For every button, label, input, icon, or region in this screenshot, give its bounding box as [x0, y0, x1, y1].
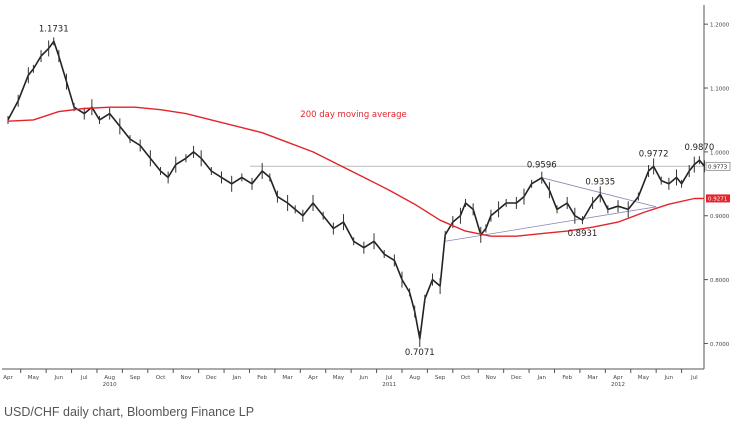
y-tick-label: 1.0000: [710, 150, 730, 156]
x-tick-label: Sep: [435, 375, 446, 381]
x-tick-label: Apr: [3, 375, 13, 381]
moving-average-label: 200 day moving average: [300, 110, 406, 120]
price-tag-last-label: 0.9773: [708, 165, 728, 171]
usdchf-daily-chart: 0.7000 0.8000 0.9000 1.0000 1.1000 1.2000 Apr M…: [2, 5, 731, 388]
y-tick-label: 0.7000: [710, 342, 730, 348]
y-tick-label: 1.1000: [710, 87, 730, 93]
x-tick-label: Aug: [409, 375, 420, 381]
x-tick-label: Nov: [181, 375, 192, 381]
price-annotation: 0.8931: [568, 229, 598, 239]
price-tag-last: [705, 161, 731, 171]
x-tick-label: Dec: [206, 375, 217, 381]
x-tick-label: Jul: [385, 375, 393, 381]
x-tick-label: Jul: [690, 375, 698, 381]
price-tag-ma: [706, 194, 730, 203]
x-tick-label: Nov: [486, 375, 497, 381]
x-tick-label: Feb: [257, 375, 267, 381]
year-label: 2011: [382, 382, 396, 388]
chart-overlays: [250, 165, 704, 242]
x-tick-label: Feb: [562, 375, 572, 381]
year-label: 2010: [103, 382, 117, 388]
price-tag-ma-label: 0.9271: [708, 197, 727, 203]
price-annotation: 0.9596: [527, 161, 557, 171]
chart-series: [7, 37, 706, 347]
x-tick-label: Mar: [282, 375, 293, 381]
x-tick-label: Apr: [308, 375, 318, 381]
x-tick-label: Oct: [461, 375, 471, 381]
price-annotation: 0.9870: [684, 143, 714, 153]
price-annotation: 0.9335: [585, 177, 615, 187]
y-tick-label: 0.9000: [710, 214, 730, 220]
price-annotation: 0.9772: [639, 149, 669, 159]
x-tick-label: Jul: [80, 375, 88, 381]
x-tick-label: Mar: [587, 375, 598, 381]
chart-axes: 0.7000 0.8000 0.9000 1.0000 1.1000 1.2000 Apr M…: [2, 5, 730, 388]
chart-annotations: 0.9773 0.9271 1.1731 0.7071 0.9596 0.9335 0.89…: [39, 24, 731, 358]
y-tick-label: 1.2000: [710, 23, 730, 29]
x-tick-label: Jun: [359, 375, 369, 381]
x-tick-label: Jan: [232, 375, 242, 381]
moving-average-line: [7, 106, 705, 237]
x-tick-label: Dec: [511, 375, 522, 381]
x-tick-label: Oct: [156, 375, 166, 381]
price-series-line: [7, 40, 706, 340]
x-tick-label: May: [28, 375, 40, 381]
year-label: 2012: [611, 382, 625, 388]
trend-line: [541, 177, 657, 208]
x-tick-label: Jan: [537, 375, 547, 381]
x-tick-label: May: [333, 375, 345, 381]
x-tick-label: Jun: [664, 375, 674, 381]
y-tick-label: 0.8000: [710, 278, 730, 284]
x-tick-label: Sep: [130, 375, 141, 381]
x-tick-label: Jun: [54, 375, 64, 381]
price-annotation: 0.7071: [405, 348, 435, 358]
x-tick-label: Aug: [104, 375, 115, 381]
x-tick-label: Apr: [613, 375, 623, 381]
x-tick-label: May: [638, 375, 650, 381]
price-annotation: 1.1731: [39, 24, 69, 34]
chart-caption: USD/CHF daily chart, Bloomberg Finance L…: [4, 405, 255, 419]
